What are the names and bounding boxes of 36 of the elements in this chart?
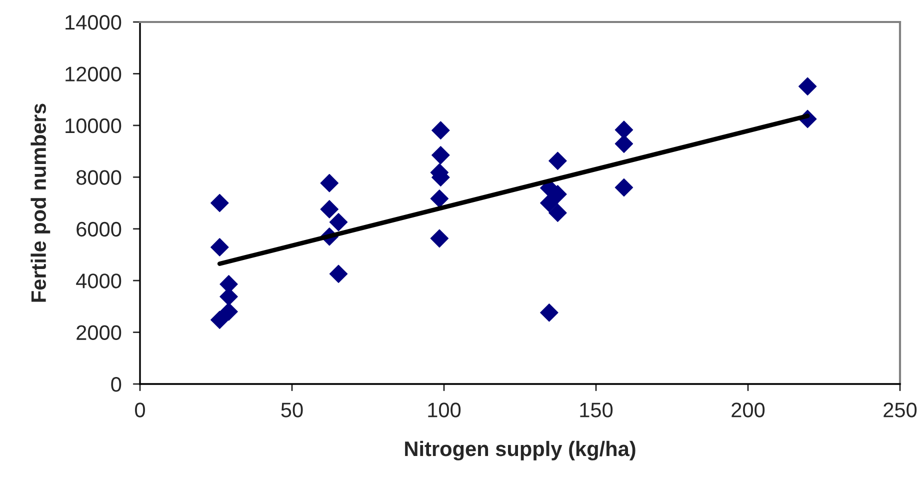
point bbox=[540, 304, 558, 322]
point bbox=[432, 146, 450, 164]
y-tick-label: 10000 bbox=[66, 118, 122, 134]
x-tick-label: 200 bbox=[732, 402, 765, 418]
point bbox=[430, 189, 449, 208]
y-tick-label: 0 bbox=[111, 377, 122, 392]
point bbox=[430, 229, 449, 248]
y-tick-label: 2000 bbox=[76, 325, 122, 340]
point bbox=[220, 302, 238, 321]
point bbox=[329, 264, 348, 283]
point bbox=[540, 194, 558, 212]
x-tick-label: 250 bbox=[884, 402, 917, 418]
y-tick-label: 4000 bbox=[76, 274, 122, 288]
point bbox=[548, 204, 567, 222]
point bbox=[432, 121, 450, 140]
point bbox=[210, 194, 229, 212]
y-tick-label: 8000 bbox=[76, 170, 122, 185]
point bbox=[320, 200, 339, 218]
point bbox=[210, 310, 229, 330]
point bbox=[798, 77, 817, 96]
point bbox=[320, 174, 339, 192]
point bbox=[548, 152, 567, 170]
point bbox=[614, 134, 634, 153]
y-axis-title: Fertile pod numbers bbox=[30, 104, 50, 302]
x-tick-label: 50 bbox=[281, 402, 303, 418]
point bbox=[329, 213, 348, 232]
y-tick-label: 12000 bbox=[66, 66, 122, 82]
point bbox=[210, 238, 229, 256]
point bbox=[614, 120, 634, 139]
x-axis-title: Nitrogen supply (kg/ha) bbox=[405, 440, 636, 460]
x-tick-label: 0 bbox=[135, 402, 145, 418]
point bbox=[614, 178, 634, 197]
x-tick-label: 150 bbox=[580, 402, 613, 418]
y-tick-label: 14000 bbox=[66, 15, 122, 30]
x-tick-label: 100 bbox=[428, 402, 461, 418]
y-tick-label: 6000 bbox=[76, 222, 122, 237]
